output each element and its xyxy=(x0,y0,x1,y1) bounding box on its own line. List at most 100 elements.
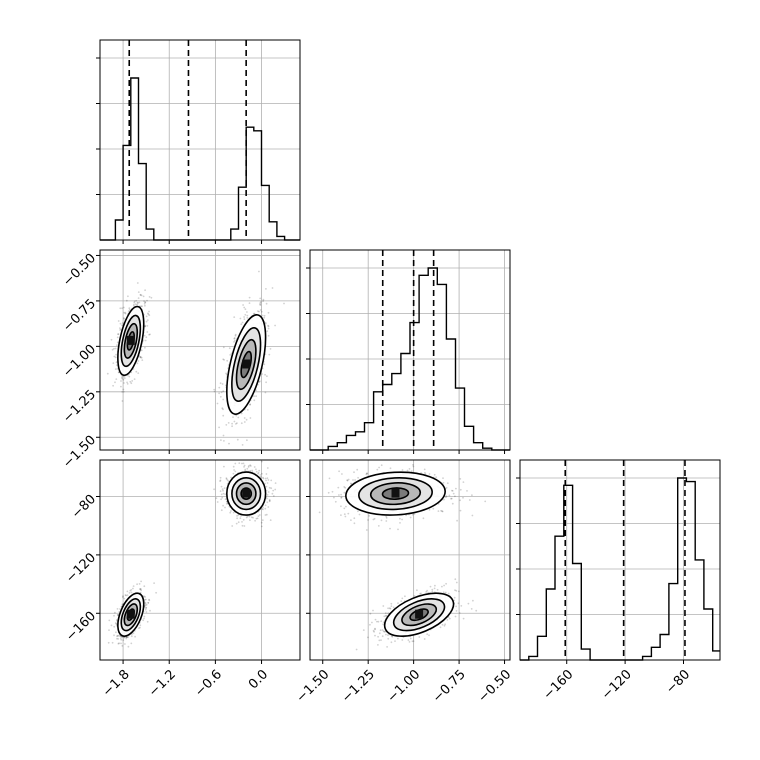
scatter-point-1-0-0-289 xyxy=(143,302,146,305)
scatter-point-1-0-0-117 xyxy=(122,317,125,319)
scatter-point-1-0-0-549 xyxy=(119,322,122,325)
scatter-point-1-0-0-429 xyxy=(142,295,145,298)
scatter-point-1-0-0-415 xyxy=(150,296,153,299)
scatter-point-1-0-0-270 xyxy=(122,388,125,391)
scatter-point-2-0-1-411 xyxy=(219,480,222,482)
scatter-point-2-1-1-93 xyxy=(468,499,471,501)
scatter-point-1-0-0-216 xyxy=(134,303,137,306)
scatter-point-2-0-1-129 xyxy=(265,513,268,516)
xtick-label-0-1: −1.2 xyxy=(146,667,179,700)
scatter-point-1-0-1-292 xyxy=(243,316,246,318)
scatter-point-1-0-1-501 xyxy=(233,420,236,423)
scatter-point-1-0-1-57 xyxy=(241,444,244,446)
scatter-point-2-1-0-563 xyxy=(460,605,463,607)
scatter-point-2-0-1-156 xyxy=(237,521,240,524)
scatter-point-2-1-0-103 xyxy=(374,618,377,621)
scatter-point-2-0-1-587 xyxy=(222,504,225,507)
scatter-point-1-0-1-475 xyxy=(267,324,269,327)
xtick-label-1-2: −1.00 xyxy=(385,667,424,706)
scatter-point-2-1-1-682 xyxy=(353,517,356,520)
scatter-point-2-1-1-561 xyxy=(459,499,461,502)
scatter-point-2-0-0-142 xyxy=(123,636,125,639)
panel-2-2-frame xyxy=(519,459,721,661)
scatter-point-1-0-1-603 xyxy=(246,311,248,313)
scatter-point-2-1-0-464 xyxy=(443,584,445,587)
scatter-point-2-0-1-41 xyxy=(257,515,260,517)
scatter-point-2-0-1-504 xyxy=(257,472,259,475)
scatter-point-1-0-0-396 xyxy=(130,382,133,385)
scatter-point-1-0-1-408 xyxy=(265,288,267,290)
scatter-point-2-0-1-8 xyxy=(255,470,258,473)
scatter-point-1-0-0-51 xyxy=(139,293,142,296)
scatter-point-2-1-1-188 xyxy=(428,473,431,475)
scatter-point-2-1-1-362 xyxy=(399,522,401,524)
scatter-point-2-0-1-306 xyxy=(264,514,267,516)
scatter-point-2-1-1-287 xyxy=(327,491,330,494)
scatter-point-2-1-0-610 xyxy=(383,631,386,633)
scatter-point-2-1-0-679 xyxy=(385,615,387,617)
scatter-point-2-1-1-352 xyxy=(445,496,447,499)
scatter-point-1-0-0-238 xyxy=(146,325,149,327)
scatter-point-1-0-1-225 xyxy=(246,439,248,442)
scatter-point-1-0-1-532 xyxy=(223,440,225,442)
scatter-point-1-0-1-43 xyxy=(243,421,246,423)
scatter-point-2-0-1-517 xyxy=(265,485,268,488)
scatter-point-2-0-0-428 xyxy=(143,585,146,588)
scatter-point-1-0-0-394 xyxy=(129,380,132,383)
scatter-point-1-0-0-488 xyxy=(140,294,143,297)
scatter-point-2-0-0-553 xyxy=(147,601,150,604)
scatter-point-1-0-1-49 xyxy=(260,310,263,313)
scatter-point-1-0-0-247 xyxy=(121,377,124,380)
scatter-point-2-0-1-224 xyxy=(245,516,248,519)
scatter-point-2-1-0-662 xyxy=(444,623,446,626)
scatter-point-2-1-0-574 xyxy=(355,648,358,651)
scatter-point-2-0-1-368 xyxy=(243,525,246,527)
scatter-point-2-0-0-536 xyxy=(132,632,135,635)
scatter-point-2-1-1-133 xyxy=(366,472,368,475)
scatter-point-2-1-1-684 xyxy=(397,528,399,531)
scatter-point-2-0-1-172 xyxy=(224,493,227,496)
scatter-point-1-0-0-568 xyxy=(124,312,127,315)
scatter-point-1-0-0-506 xyxy=(148,314,151,317)
scatter-point-2-1-1-365 xyxy=(378,466,380,469)
scatter-point-1-0-1-445 xyxy=(253,395,255,398)
scatter-point-1-0-1-300 xyxy=(240,422,243,425)
scatter-point-2-0-1-494 xyxy=(259,475,262,478)
density-peak-2-1-1 xyxy=(391,488,400,498)
scatter-point-2-0-1-443 xyxy=(268,499,271,501)
scatter-point-1-0-0-642 xyxy=(122,378,125,381)
scatter-point-2-0-0-502 xyxy=(113,634,115,637)
scatter-point-2-0-0-7 xyxy=(117,614,119,616)
scatter-point-2-1-0-241 xyxy=(454,615,457,618)
ytick-label-1-0: −1.50 xyxy=(60,433,99,472)
scatter-point-2-1-1-269 xyxy=(428,508,431,511)
scatter-point-2-0-0-406 xyxy=(144,602,147,605)
scatter-point-2-1-1-537 xyxy=(344,486,347,489)
scatter-point-2-1-0-608 xyxy=(455,605,457,608)
scatter-point-2-0-0-145 xyxy=(145,603,148,606)
scatter-point-2-1-0-184 xyxy=(400,600,403,602)
xtick-label-1-3: −0.75 xyxy=(430,667,469,706)
scatter-point-2-1-1-337 xyxy=(451,489,453,492)
scatter-point-2-0-0-518 xyxy=(120,638,123,641)
scatter-point-1-0-1-259 xyxy=(259,304,262,306)
scatter-point-1-0-0-317 xyxy=(145,315,148,318)
scatter-point-1-0-0-131 xyxy=(123,377,126,379)
scatter-point-2-0-1-665 xyxy=(220,493,223,496)
scatter-point-1-0-0-553 xyxy=(139,355,142,358)
scatter-point-2-0-1-280 xyxy=(229,511,232,514)
scatter-point-2-0-0-689 xyxy=(145,598,147,601)
scatter-point-2-1-0-697 xyxy=(386,646,388,648)
scatter-point-2-0-1-432 xyxy=(250,516,253,519)
scatter-point-2-1-1-15 xyxy=(350,519,352,521)
scatter-point-2-1-0-483 xyxy=(381,635,384,638)
scatter-point-2-0-1-527 xyxy=(225,477,228,480)
scatter-point-2-0-0-359 xyxy=(126,590,129,593)
scatter-point-2-0-1-599 xyxy=(248,515,251,518)
scatter-point-2-0-1-84 xyxy=(248,465,250,467)
scatter-point-1-0-0-540 xyxy=(121,400,124,402)
ytick-label-2-1: −120 xyxy=(63,550,99,586)
scatter-point-2-0-1-567 xyxy=(271,492,274,495)
scatter-point-2-1-1-543 xyxy=(435,476,437,478)
scatter-point-2-1-1-281 xyxy=(340,514,342,516)
